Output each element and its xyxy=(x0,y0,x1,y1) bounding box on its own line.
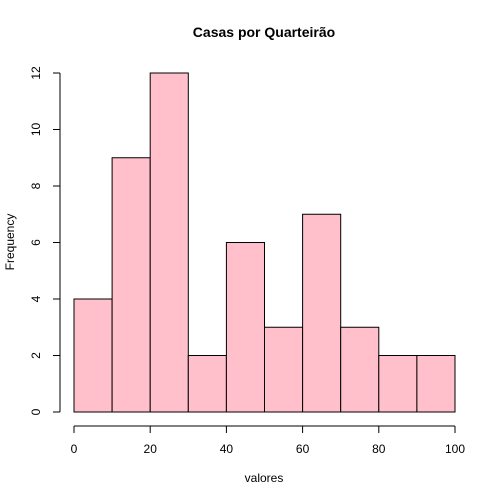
y-tick-label: 2 xyxy=(29,352,43,359)
histogram-bar-1 xyxy=(73,298,113,413)
histogram-bar-9 xyxy=(378,355,418,413)
histogram-bar-2 xyxy=(111,157,151,413)
x-tick-label: 60 xyxy=(296,442,310,456)
y-tick-label: 12 xyxy=(29,66,43,80)
x-tick-label: 80 xyxy=(372,442,386,456)
bars-group xyxy=(73,72,456,413)
x-tick-label: 20 xyxy=(144,442,158,456)
y-axis: 0 2 4 6 8 10 12 xyxy=(29,66,61,415)
x-axis: 0 20 40 60 80 100 xyxy=(71,425,465,456)
x-tick-label: 40 xyxy=(220,442,234,456)
histogram-bar-8 xyxy=(340,326,380,413)
x-tick-label: 0 xyxy=(71,442,78,456)
chart-title: Casas por Quarteirão xyxy=(193,24,335,40)
histogram-bar-7 xyxy=(302,213,342,413)
histogram-bar-6 xyxy=(264,326,304,413)
histogram-bar-3 xyxy=(149,72,189,413)
y-axis-label: Frequency xyxy=(3,214,17,271)
x-tick-label: 100 xyxy=(445,442,465,456)
y-tick-label: 4 xyxy=(29,295,43,302)
y-tick-label: 0 xyxy=(29,408,43,415)
histogram-bar-10 xyxy=(416,355,456,413)
y-tick-label: 10 xyxy=(29,123,43,137)
histogram-bar-5 xyxy=(225,242,265,413)
x-axis-label: valores xyxy=(245,471,284,485)
y-tick-label: 8 xyxy=(29,182,43,189)
y-tick-label: 6 xyxy=(29,239,43,246)
histogram-bar-4 xyxy=(187,355,227,413)
